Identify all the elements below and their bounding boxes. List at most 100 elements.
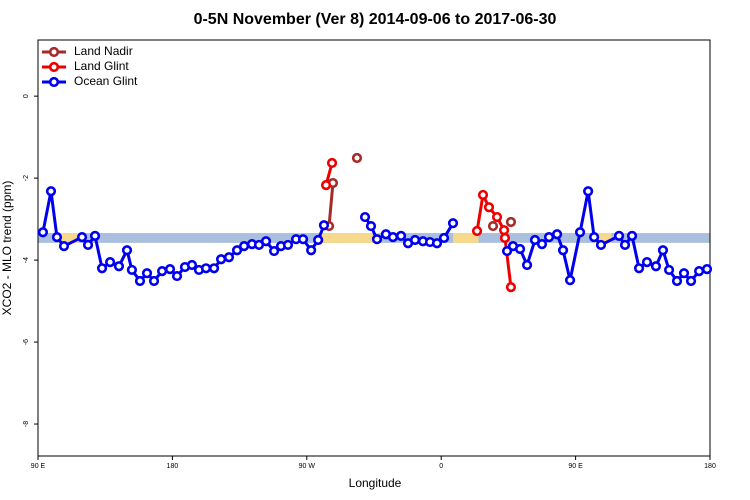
- legend-marker: [48, 46, 60, 58]
- data-point: [671, 275, 683, 287]
- x-tick-label: 90 E: [568, 463, 583, 470]
- data-point: [297, 234, 309, 245]
- data-point: [487, 220, 499, 232]
- y-tick-label: -8: [23, 421, 30, 427]
- data-point: [387, 232, 399, 243]
- reference-band: [320, 233, 379, 243]
- data-point: [438, 232, 450, 244]
- data-point: [351, 152, 363, 164]
- data-point: [126, 264, 138, 276]
- data-point: [156, 266, 168, 277]
- data-point: [471, 225, 483, 237]
- data-point: [306, 245, 317, 256]
- data-point: [148, 275, 160, 287]
- data-point: [551, 229, 563, 240]
- data-point: [477, 189, 489, 201]
- data-point: [326, 157, 338, 169]
- data-point: [223, 252, 235, 263]
- data-point: [164, 264, 176, 275]
- reference-band: [453, 233, 479, 243]
- data-point: [543, 232, 555, 243]
- data-point: [51, 232, 63, 243]
- data-point: [371, 234, 383, 245]
- data-point: [82, 239, 94, 251]
- data-point: [574, 227, 586, 238]
- data-point: [268, 245, 280, 257]
- data-point: [359, 211, 371, 223]
- legend-marker: [48, 61, 60, 73]
- x-axis-label: Longitude: [349, 476, 402, 490]
- data-point: [693, 266, 705, 277]
- data-point: [491, 211, 503, 223]
- data-point: [282, 239, 294, 251]
- data-point: [499, 232, 511, 244]
- data-point: [641, 257, 653, 268]
- data-point: [113, 261, 125, 272]
- data-point: [238, 241, 250, 252]
- plot-frame: [37, 39, 711, 457]
- data-point: [141, 268, 153, 279]
- data-point: [595, 239, 607, 251]
- data-point: [409, 234, 421, 246]
- x-tick-label: 90 E: [31, 463, 46, 470]
- data-point: [76, 232, 88, 243]
- data-point: [105, 257, 116, 268]
- chart-title: 0-5N November (Ver 8) 2014-09-06 to 2017…: [194, 11, 557, 28]
- data-point: [134, 275, 146, 287]
- data-point: [583, 186, 594, 197]
- data-point: [626, 230, 638, 242]
- data-point: [663, 264, 675, 276]
- data-point: [395, 230, 407, 242]
- data-point: [536, 239, 548, 250]
- data-point: [186, 259, 198, 271]
- data-point: [171, 270, 183, 282]
- data-point: [685, 275, 697, 287]
- data-point: [208, 263, 220, 274]
- data-point: [447, 218, 459, 229]
- data-point: [231, 245, 243, 256]
- data-point: [514, 243, 526, 255]
- data-point: [37, 227, 49, 238]
- x-tick-label: 180: [704, 463, 716, 470]
- data-point: [678, 268, 690, 279]
- data-point: [318, 220, 330, 231]
- y-axis-label: XCO2 - MLO trend (ppm): [0, 181, 14, 316]
- data-point: [58, 241, 70, 252]
- data-point: [633, 263, 645, 274]
- reference-band: [57, 233, 79, 243]
- data-point: [431, 238, 443, 249]
- data-point: [701, 264, 713, 275]
- data-point: [320, 179, 332, 191]
- data-point: [505, 216, 517, 228]
- data-point: [564, 275, 576, 286]
- data-point: [529, 234, 541, 246]
- data-point: [215, 254, 227, 265]
- data-point: [613, 230, 625, 242]
- data-point: [521, 259, 533, 271]
- data-point: [657, 245, 669, 256]
- series-line: [329, 183, 511, 226]
- data-point: [650, 261, 662, 272]
- data-point: [89, 230, 101, 242]
- data-point: [260, 236, 272, 247]
- data-point: [365, 220, 377, 232]
- legend-marker: [48, 76, 60, 88]
- legend-label: Land Nadir: [74, 44, 133, 58]
- data-point: [498, 225, 510, 236]
- y-tick-label: -6: [23, 339, 30, 345]
- data-point: [483, 202, 495, 213]
- legend-label: Land Glint: [74, 59, 129, 73]
- reference-band: [593, 233, 612, 243]
- data-point: [96, 263, 108, 274]
- data-point: [505, 282, 517, 293]
- y-tick-label: -2: [23, 175, 30, 181]
- x-tick-label: 90 W: [299, 463, 316, 470]
- data-point: [313, 234, 324, 246]
- data-point: [121, 245, 133, 256]
- data-point: [589, 232, 600, 243]
- legend-label: Ocean Glint: [74, 74, 138, 88]
- data-point: [619, 239, 631, 251]
- x-tick-label: 180: [167, 463, 179, 470]
- data-point: [557, 245, 569, 256]
